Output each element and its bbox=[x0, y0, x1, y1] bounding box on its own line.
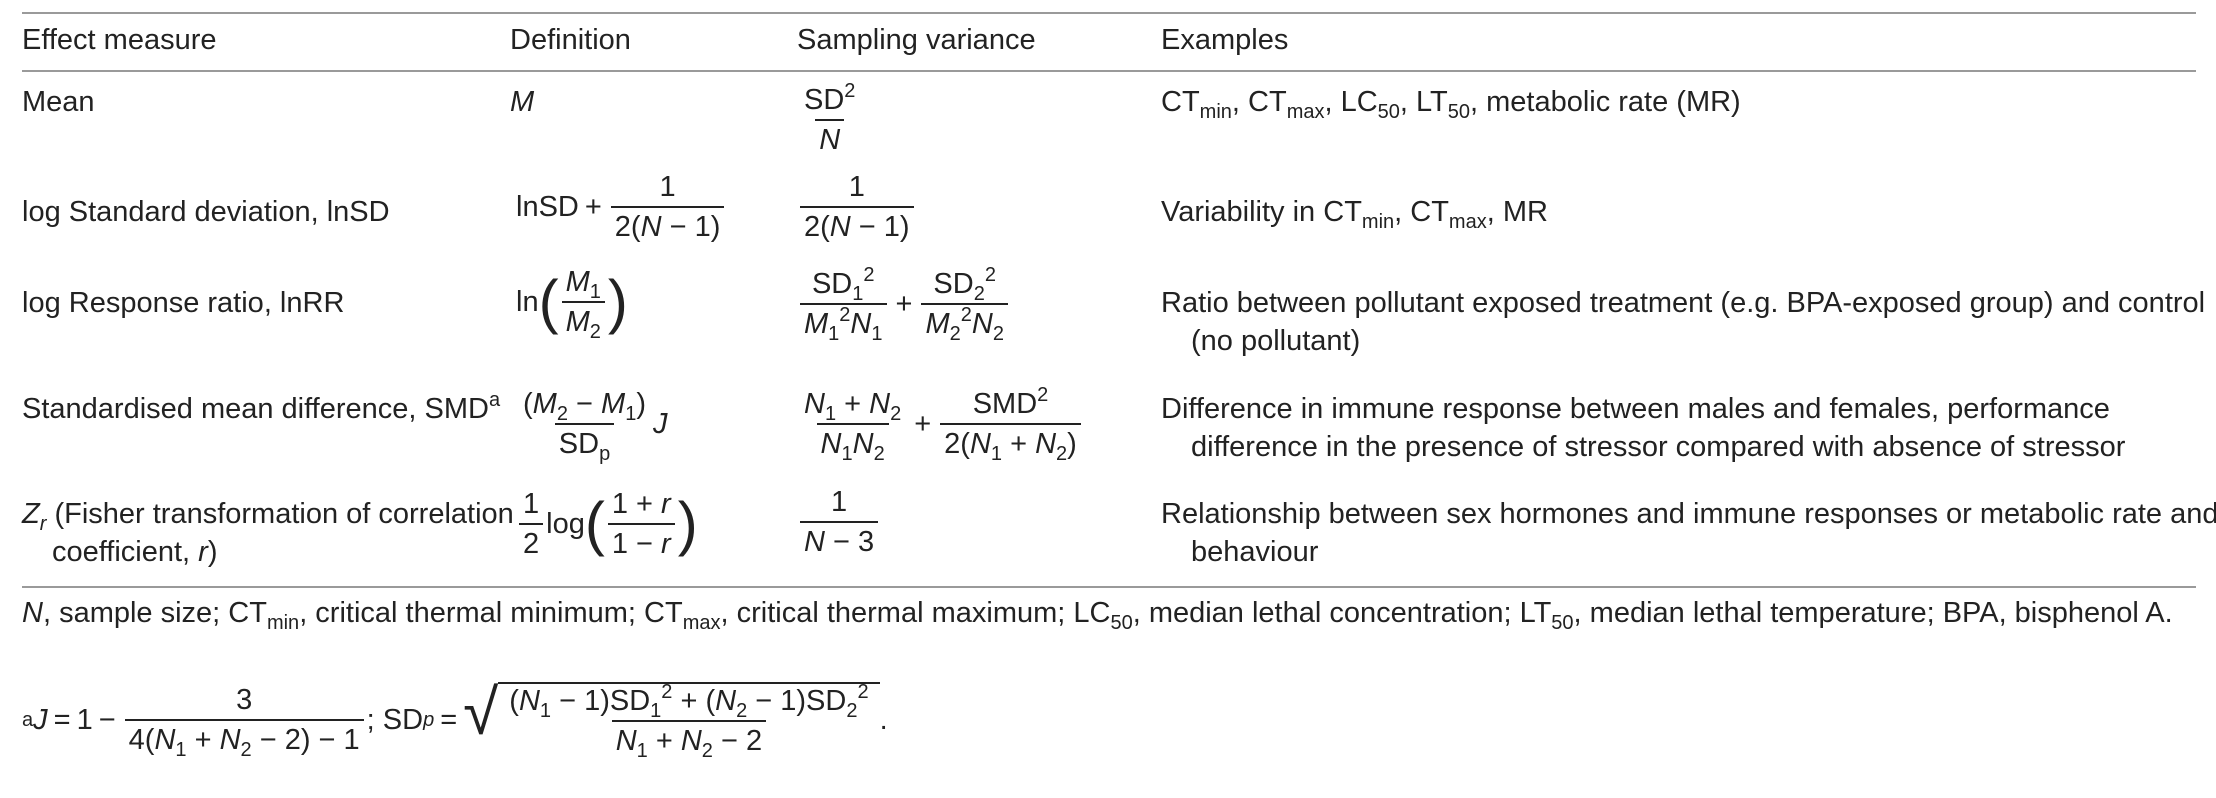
header-effect-measure: Effect measure bbox=[22, 24, 217, 56]
bottom-rule bbox=[22, 586, 2196, 588]
row-lnsd-effect: log Standard deviation, lnSD bbox=[22, 196, 390, 228]
row-lnsd-variance: 1 2(N − 1) bbox=[797, 170, 917, 244]
header-rule bbox=[22, 70, 2196, 72]
row-mean-examples: CTmin, CTmax, LC50, LT50, metabolic rate… bbox=[1161, 86, 1741, 123]
row-smd-examples: Difference in immune response between ma… bbox=[1161, 393, 2126, 463]
row-zr-effect: Zr (Fisher transformation of correlation… bbox=[22, 498, 514, 568]
row-lnrr-effect: log Response ratio, lnRR bbox=[22, 287, 345, 319]
top-rule bbox=[22, 12, 2196, 14]
header-sampling-variance: Sampling variance bbox=[797, 24, 1036, 56]
row-lnrr-definition: ln(M1 M2) bbox=[516, 266, 628, 343]
row-mean-variance: SD2 N bbox=[804, 80, 856, 156]
header-definition: Definition bbox=[510, 24, 631, 56]
footnote-a-formula: a J = 1−3 4(N1 + N2 − 2) − 1; SD p = √ (N1 − 1)S… bbox=[22, 676, 888, 762]
row-lnsd-examples: Variability in CTmin, CTmax, MR bbox=[1161, 196, 1548, 233]
header-examples: Examples bbox=[1161, 24, 1289, 56]
row-lnrr-variance: SD12 M12N1 + SD22 M22N2 bbox=[797, 265, 1011, 344]
row-smd-variance: N1 + N2 N1N2 + SMD2 2(N1 + N2) bbox=[797, 385, 1084, 464]
row-zr-examples: Relationship between sex hormones and im… bbox=[1161, 498, 2216, 568]
row-mean-definition: M bbox=[510, 86, 535, 118]
row-mean-effect: Mean bbox=[22, 86, 95, 118]
row-lnsd-definition: lnSD +1 2(N − 1) bbox=[516, 170, 727, 244]
row-smd-definition: (M2 − M1) SDp J bbox=[523, 388, 668, 465]
row-smd-effect: Standardised mean difference, SMDa bbox=[22, 389, 501, 425]
row-lnrr-examples: Ratio between pollutant exposed treatmen… bbox=[1161, 287, 2206, 357]
footnote-abbreviations: N, sample size; CTmin, critical thermal … bbox=[22, 597, 2173, 634]
